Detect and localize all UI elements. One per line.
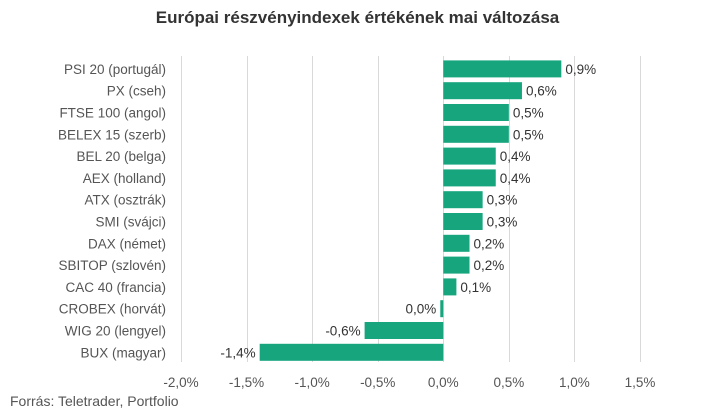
data-label: 0,4%: [500, 149, 531, 164]
data-label: 0,5%: [513, 106, 544, 121]
x-tick-label: -1,0%: [295, 375, 330, 390]
bar: [443, 82, 522, 100]
source-note: Forrás: Teletrader, Portfolio: [10, 393, 179, 409]
data-label: 0,9%: [565, 62, 596, 77]
bar: [443, 147, 496, 165]
bar: [443, 125, 509, 143]
category-label: BUX (magyar): [80, 345, 166, 360]
category-label: BEL 20 (belga): [76, 149, 166, 164]
data-label: 0,5%: [513, 127, 544, 142]
x-tick-label: 1,5%: [625, 375, 656, 390]
category-label: PX (cseh): [107, 84, 166, 99]
category-labels: PSI 20 (portugál) PX (cseh) FTSE 100 (ango…: [58, 62, 166, 360]
data-label: 0,2%: [474, 236, 505, 251]
bar: [259, 343, 444, 361]
bar: [440, 300, 444, 318]
x-tick-label: 0,0%: [428, 375, 459, 390]
bar: [443, 104, 509, 121]
category-label: DAX (német): [88, 236, 166, 251]
value-labels: 0,9% 0,6% 0,5% 0,5% 0,4% 0,4% 0,3% 0,3% 0,2% 0,2%…: [220, 62, 596, 360]
bar: [443, 191, 483, 209]
category-label: FTSE 100 (angol): [59, 106, 166, 121]
bar: [443, 256, 470, 274]
data-label: 0,0%: [406, 302, 437, 317]
bar: [443, 169, 496, 187]
data-label: 0,3%: [487, 193, 518, 208]
category-label: SBITOP (szlovén): [58, 258, 166, 273]
category-label: PSI 20 (portugál): [64, 62, 166, 77]
category-label: WIG 20 (lengyel): [65, 324, 166, 339]
bar: [364, 322, 444, 339]
bars: [259, 60, 562, 361]
x-tick-label: 0,5%: [493, 375, 524, 390]
x-axis-tick-labels: -2,0% -1,5% -1,0% -0,5% 0,0% 0,5% 1,0% 1,5%: [163, 375, 655, 390]
data-label: 0,3%: [487, 215, 518, 230]
data-label: -1,4%: [220, 345, 255, 360]
category-label: SMI (svájci): [96, 215, 167, 230]
category-label: ATX (osztrák): [84, 193, 166, 208]
x-tick-label: 1,0%: [559, 375, 590, 390]
x-tick-label: -2,0%: [163, 375, 198, 390]
bar: [443, 278, 457, 296]
bar: [443, 234, 470, 252]
data-label: 0,2%: [474, 258, 505, 273]
category-label: CAC 40 (francia): [65, 280, 166, 295]
data-label: 0,1%: [460, 280, 491, 295]
bar: [443, 60, 562, 78]
chart-title: Európai részvényindexek értékének mai vá…: [155, 8, 560, 27]
x-tick-label: -0,5%: [360, 375, 395, 390]
x-tick-label: -1,5%: [229, 375, 264, 390]
grid-lines: [181, 56, 641, 362]
data-label: -0,6%: [325, 324, 360, 339]
bar: [443, 213, 483, 230]
data-label: 0,6%: [526, 84, 557, 99]
data-label: 0,4%: [500, 171, 531, 186]
category-label: AEX (holland): [83, 171, 166, 186]
category-label: BELEX 15 (szerb): [58, 127, 166, 142]
category-label: CROBEX (horvát): [59, 302, 166, 317]
